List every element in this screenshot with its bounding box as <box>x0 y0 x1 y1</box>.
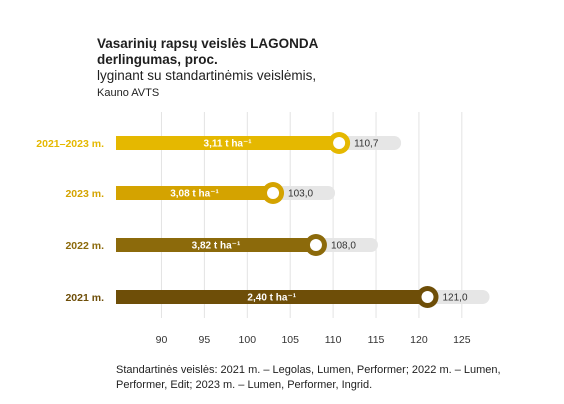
bar <box>116 136 340 150</box>
chart-subtitle-2: Kauno AVTS <box>97 87 160 99</box>
category-label: 2021–2023 m. <box>36 138 104 150</box>
bar-inner-label: 3,82 t ha⁻¹ <box>192 241 241 252</box>
value-label: 108,0 <box>331 241 356 252</box>
x-tick-label-100: 100 <box>239 334 257 346</box>
bar-marker-inner <box>333 137 346 149</box>
category-label: 2023 m. <box>65 188 104 200</box>
bar-marker-inner <box>267 187 280 199</box>
x-tick-label-110: 110 <box>325 334 342 346</box>
x-tick-label-120: 120 <box>410 334 428 346</box>
chart-footnote: Standartinės veislės: 2021 m. – Legolas,… <box>116 364 501 391</box>
value-label: 103,0 <box>288 189 313 200</box>
category-label: 2021 m. <box>65 292 104 304</box>
bar-marker-inner <box>309 239 322 251</box>
bar <box>116 290 428 304</box>
chart-title-line2: derlingumas, proc. <box>97 52 218 67</box>
value-label: 110,7 <box>354 139 379 150</box>
chart-subtitle: lyginant su standartinėmis veislėmis, <box>97 68 317 83</box>
x-tick-label-95: 95 <box>199 334 211 346</box>
bar <box>116 238 316 252</box>
chart-title-block: Vasarinių rapsų veislės LAGONDA derlingu… <box>97 36 397 101</box>
x-tick-label-105: 105 <box>281 334 299 346</box>
value-label: 121,0 <box>443 293 468 304</box>
x-tick-label-90: 90 <box>156 334 168 346</box>
bar <box>116 186 274 200</box>
x-tick-label-125: 125 <box>453 334 471 346</box>
x-tick-label-115: 115 <box>368 334 385 346</box>
category-label: 2022 m. <box>65 240 104 252</box>
chart-title-line1: Vasarinių rapsų veislės LAGONDA <box>97 36 319 51</box>
bar-marker-inner <box>421 291 434 303</box>
bar-inner-label: 3,08 t ha⁻¹ <box>170 189 219 200</box>
bar-inner-label: 3,11 t ha⁻¹ <box>204 139 253 150</box>
bar-inner-label: 2,40 t ha⁻¹ <box>247 293 296 304</box>
